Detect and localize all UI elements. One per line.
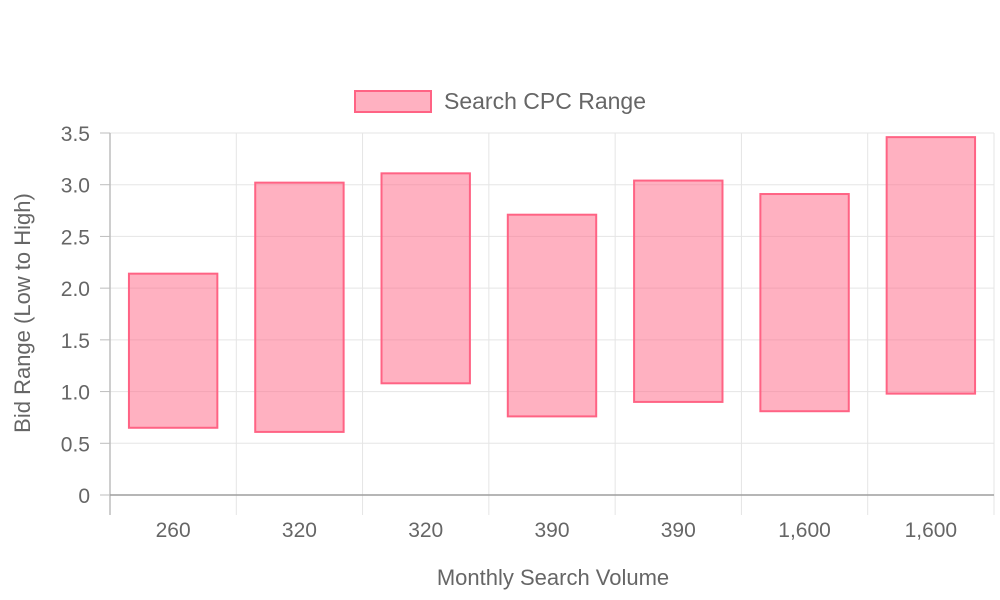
- y-tick-label: 2.5: [61, 226, 90, 249]
- x-tick-label: 320: [282, 519, 317, 542]
- bar[interactable]: [633, 179, 724, 403]
- y-tick-label: 3.5: [61, 123, 90, 146]
- y-tick-label: 1.5: [61, 330, 90, 353]
- bar[interactable]: [380, 172, 471, 385]
- y-tick-label: 3.0: [61, 175, 90, 198]
- bar[interactable]: [254, 181, 345, 433]
- x-tick-label: 390: [534, 519, 569, 542]
- y-tick-label: 2.0: [61, 278, 90, 301]
- x-tick-label: 1,600: [905, 519, 958, 542]
- axes: [100, 132, 994, 515]
- y-tick-label: 1.0: [61, 382, 90, 405]
- y-axis-label: Bid Range (Low to High): [10, 193, 35, 433]
- x-axis-label: Monthly Search Volume: [436, 565, 670, 590]
- legend-label: Search CPC Range: [444, 88, 646, 114]
- legend[interactable]: Search CPC Range: [0, 88, 1000, 115]
- x-tick-label: 320: [408, 519, 443, 542]
- bar[interactable]: [127, 272, 219, 429]
- bar[interactable]: [885, 136, 977, 395]
- bar[interactable]: [759, 193, 850, 413]
- legend-swatch: [354, 90, 432, 113]
- bars: [127, 136, 977, 433]
- x-tick-labels: 260 320 320 390 390 1,600 1,600: [156, 519, 958, 542]
- y-tick-labels: 0 0.5 1.0 1.5 2.0 2.5 3.0 3.5: [61, 123, 90, 508]
- x-tick-label: 1,600: [778, 519, 831, 542]
- x-tick-label: 390: [661, 519, 696, 542]
- x-tick-label: 260: [156, 519, 191, 542]
- y-tick-label: 0: [78, 485, 90, 508]
- bar[interactable]: [506, 213, 598, 418]
- y-tick-label: 0.5: [61, 433, 90, 456]
